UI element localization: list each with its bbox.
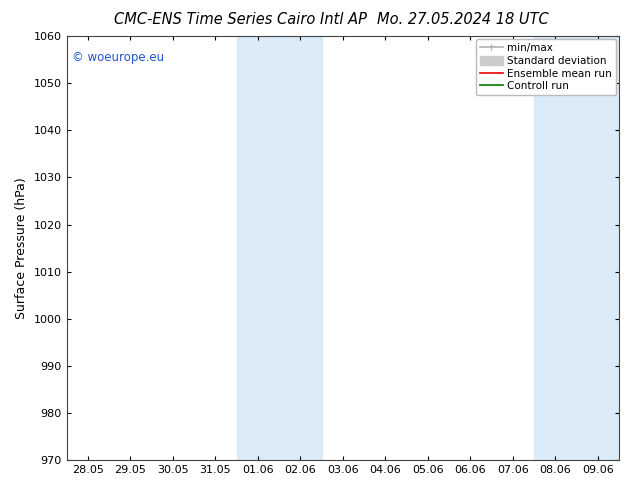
Text: © woeurope.eu: © woeurope.eu xyxy=(72,51,164,64)
Bar xyxy=(236,36,321,460)
Bar xyxy=(534,36,619,460)
Text: CMC-ENS Time Series Cairo Intl AP: CMC-ENS Time Series Cairo Intl AP xyxy=(114,12,368,27)
Legend: min/max, Standard deviation, Ensemble mean run, Controll run: min/max, Standard deviation, Ensemble me… xyxy=(476,39,616,96)
Text: Mo. 27.05.2024 18 UTC: Mo. 27.05.2024 18 UTC xyxy=(377,12,548,27)
Y-axis label: Surface Pressure (hPa): Surface Pressure (hPa) xyxy=(15,177,28,319)
